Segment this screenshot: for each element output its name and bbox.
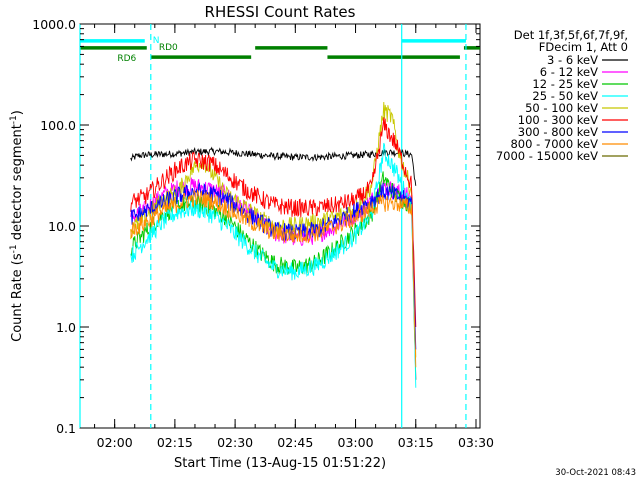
flag-label-n: N [153,36,160,46]
x-tick-label: 02:15 [157,435,193,450]
x-tick-label: 02:00 [97,435,133,450]
series-line-100-300-kev [130,117,417,328]
y-tick-label: 10.0 [48,219,76,234]
x-axis: 02:00 02:15 02:30 02:45 03:00 03:15 03:30 [94,24,494,450]
chart-title: RHESSI Count Rates [205,3,356,21]
legend-label-800-7000-kev: 800 - 7000 keV [510,137,598,151]
y-tick-label: 100.0 [40,118,76,133]
flag-label-rd6: RD6 [117,54,136,64]
legend-label-12-25-kev: 12 - 25 keV [532,77,598,91]
series-lines [130,101,417,388]
legend-label-300-800-kev: 300 - 800 keV [518,125,598,139]
x-tick-label: 03:00 [338,435,374,450]
legend-header-line-1: Det 1f,3f,5f,6f,7f,9f, [514,28,628,42]
series-line-300-800-kev [130,182,417,350]
series-line-3-6-kev [130,146,417,186]
legend: Det 1f,3f,5f,6f,7f,9f, FDecim 1, Att 0 3… [496,28,628,163]
legend-label-3-6-kev: 3 - 6 keV [547,53,598,67]
legend-label-7000-15000-kev: 7000 - 15000 keV [496,149,598,163]
legend-header-line-2: FDecim 1, Att 0 [539,40,628,54]
legend-label-50-100-kev: 50 - 100 keV [525,101,598,115]
series-line-25-50-kev [130,142,417,388]
legend-label-6-12-kev: 6 - 12 keV [540,65,598,79]
y-tick-label: 0.1 [56,421,76,436]
x-tick-label: 03:15 [398,435,434,450]
x-tick-label: 03:30 [458,435,494,450]
x-axis-title: Start Time (13-Aug-15 01:51:22) [174,456,386,471]
y-tick-label: 1.0 [56,320,76,335]
y-axis-title: Count Rate (s-1 detector segment-1) [9,110,25,342]
x-tick-label: 02:30 [217,435,253,450]
flag-label-rd0: RD0 [159,43,178,53]
generation-timestamp: 30-Oct-2021 08:43 [555,468,636,478]
y-axis: 0.1 1.0 10.0 100.0 1000.0 [32,17,480,436]
y-tick-label: 1000.0 [32,17,76,32]
legend-label-100-300-kev: 100 - 300 keV [518,113,598,127]
x-tick-label: 02:45 [277,435,313,450]
legend-label-25-50-kev: 25 - 50 keV [532,89,598,103]
series-line-800-7000-kev [130,189,417,368]
